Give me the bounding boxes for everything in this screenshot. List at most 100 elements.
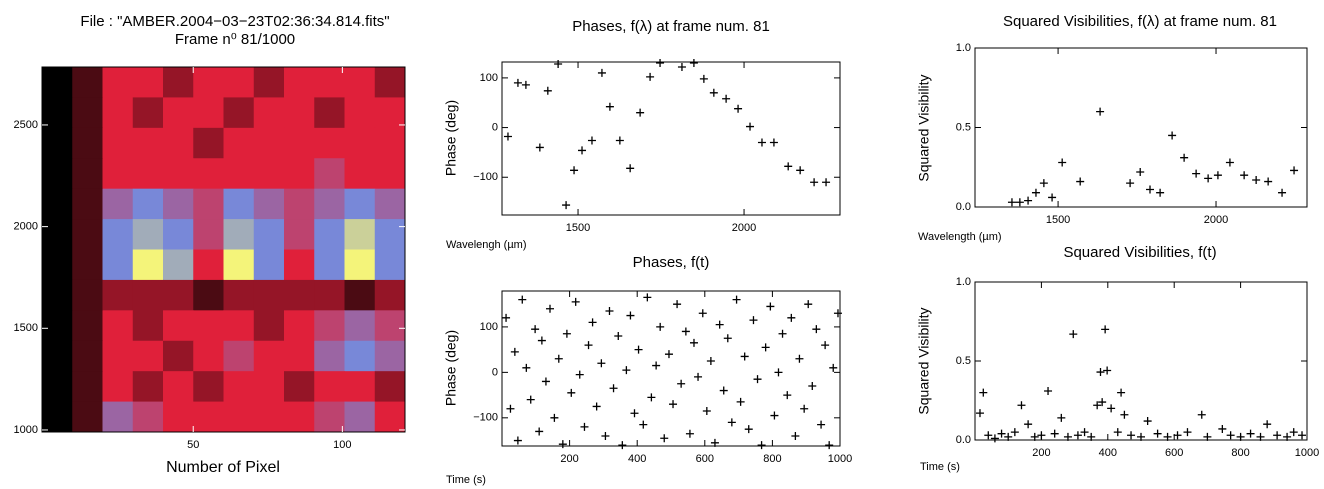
heatmap-cell xyxy=(374,279,406,311)
data-point xyxy=(732,295,741,304)
heatmap-cell xyxy=(344,219,376,250)
data-point xyxy=(1015,198,1024,207)
heatmap-cell xyxy=(344,249,376,281)
data-point xyxy=(1069,330,1078,339)
data-point xyxy=(643,293,652,302)
heatmap-cell xyxy=(374,340,406,372)
data-point xyxy=(808,382,817,390)
heatmap-cell xyxy=(223,188,255,220)
heatmap-cell xyxy=(374,97,406,129)
heatmap-cell xyxy=(314,127,345,159)
heatmap-cell xyxy=(163,340,194,372)
heatmap-cell xyxy=(344,310,376,342)
data-point xyxy=(727,418,736,427)
data-point xyxy=(1278,188,1287,197)
data-point xyxy=(634,345,643,354)
data-point xyxy=(804,300,813,309)
heatmap-cell xyxy=(42,279,73,311)
heatmap-cell xyxy=(374,401,406,433)
y-axis-label: Squared Visibility xyxy=(916,307,932,414)
heatmap-cell xyxy=(284,310,315,342)
heatmap-cell xyxy=(163,219,194,250)
y-tick-label: 1000 xyxy=(14,424,38,436)
data-point xyxy=(622,366,631,375)
heatmap-cell xyxy=(72,401,103,433)
heatmap-cell xyxy=(163,371,194,403)
data-point xyxy=(614,332,623,340)
heatmap-cell xyxy=(253,158,285,190)
heatmap-cell xyxy=(163,158,194,190)
data-point xyxy=(1289,428,1298,437)
heatmap-cell xyxy=(253,97,285,129)
x-tick-label: 200 xyxy=(560,453,578,465)
heatmap-cell xyxy=(314,188,345,220)
data-point xyxy=(825,441,834,450)
heatmap-cell xyxy=(284,97,315,129)
data-point xyxy=(513,78,522,87)
heatmap-cell xyxy=(193,158,224,190)
heatmap-cell xyxy=(374,219,406,250)
data-point xyxy=(770,411,779,420)
x-tick-label: 800 xyxy=(763,453,781,465)
heatmap-cell xyxy=(193,279,224,311)
heatmap-cell xyxy=(314,401,345,433)
heatmap-cell xyxy=(72,97,103,129)
x-axis-label: Number of Pixel xyxy=(166,459,280,476)
data-point xyxy=(736,397,745,406)
data-point xyxy=(1039,179,1048,188)
data-point xyxy=(722,94,731,103)
x-tick-label: 50 xyxy=(187,439,199,451)
heatmap-cell xyxy=(314,340,345,372)
heatmap-cell xyxy=(284,219,315,250)
heatmap-cell xyxy=(284,127,315,159)
data-point xyxy=(706,357,715,365)
heatmap-cell xyxy=(102,67,134,98)
x-tick-label: 2000 xyxy=(1204,214,1228,226)
chart-panel: Phases, f(t) Time (s) Phase (deg) 200 400 600… xyxy=(443,254,853,486)
data-point xyxy=(545,304,554,313)
y-tick-label: 2000 xyxy=(14,221,38,233)
data-point xyxy=(774,368,783,377)
data-point xyxy=(1136,168,1145,177)
data-point xyxy=(518,295,527,304)
x-tick-label: 2000 xyxy=(732,222,756,234)
heatmap-cell xyxy=(132,249,164,281)
data-point xyxy=(787,313,796,322)
y-tick-label: 0.5 xyxy=(956,355,971,367)
data-point xyxy=(605,307,614,315)
y-axis-label: Squared Visibility xyxy=(916,74,932,181)
data-point xyxy=(1031,188,1040,197)
heatmap-cell xyxy=(253,310,285,342)
heatmap-cell xyxy=(42,401,73,433)
data-point xyxy=(660,434,669,443)
data-point xyxy=(609,384,618,393)
data-point xyxy=(615,136,624,145)
x-tick-label: 400 xyxy=(628,453,646,465)
data-point xyxy=(554,354,563,363)
data-point xyxy=(817,420,826,429)
heatmap-cell xyxy=(42,97,73,129)
data-point xyxy=(681,327,690,336)
data-point xyxy=(639,420,648,429)
heatmap-cell xyxy=(193,67,224,98)
data-point xyxy=(1117,388,1126,397)
data-point xyxy=(685,429,694,438)
data-point xyxy=(1290,166,1299,175)
heatmap-cell xyxy=(223,401,255,433)
data-point xyxy=(1146,185,1154,194)
data-point xyxy=(766,302,775,311)
heatmap-cell xyxy=(193,188,224,220)
heatmap-cell xyxy=(132,279,164,311)
heatmap-cell xyxy=(193,249,224,281)
heatmap-cell xyxy=(132,127,164,159)
data-point xyxy=(1113,428,1122,437)
heatmap-cell xyxy=(72,67,103,98)
data-point xyxy=(535,427,544,436)
heatmap-cell xyxy=(72,310,103,342)
data-point xyxy=(1103,366,1112,375)
plot-frame xyxy=(41,66,406,433)
heatmap-cell xyxy=(102,188,134,220)
data-point xyxy=(791,432,800,440)
heatmap-cell xyxy=(314,158,345,190)
